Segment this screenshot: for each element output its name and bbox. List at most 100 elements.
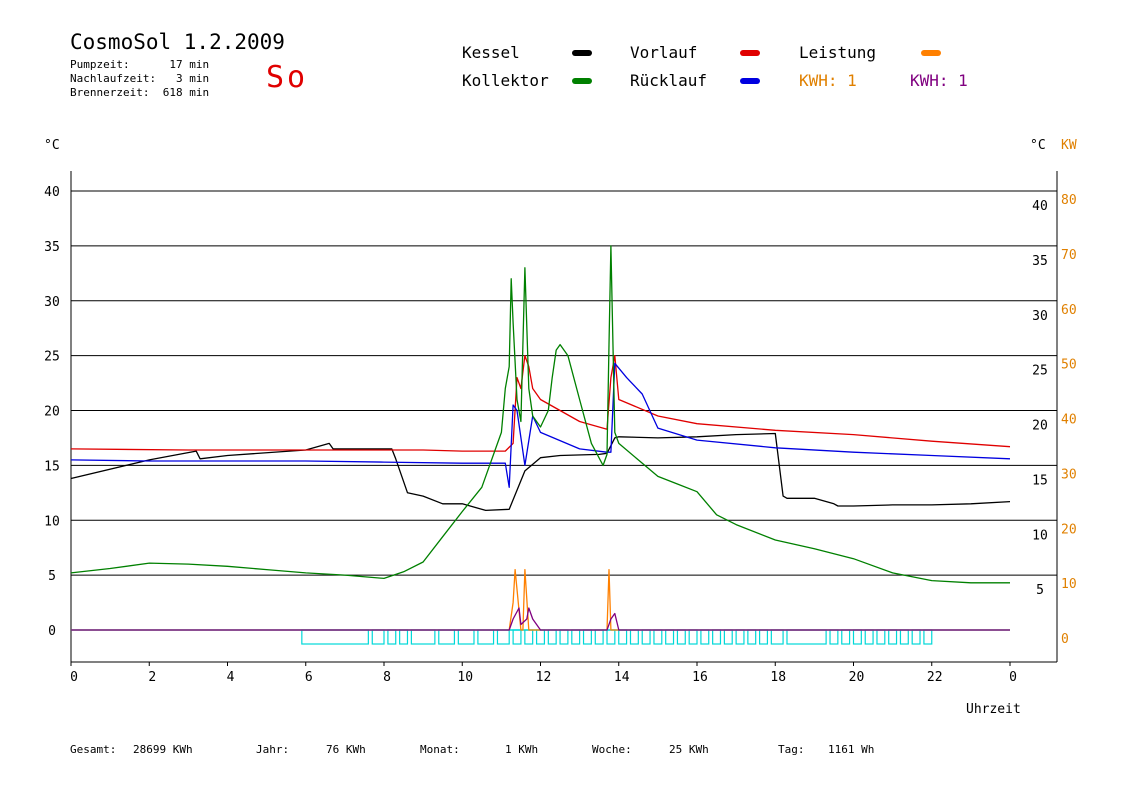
pump-pulse: [841, 629, 851, 645]
pump-pulse: [512, 629, 522, 645]
pump-pulse: [477, 629, 495, 645]
pump-pulse: [723, 629, 733, 645]
y-right-tick-label: 40: [1032, 199, 1048, 214]
pump-pulse: [700, 629, 710, 645]
weekday-label: So: [266, 60, 309, 95]
legend-vorlauf-label: Vorlauf: [630, 43, 698, 62]
legend-leistung-label: Leistung: [799, 43, 877, 62]
info-value: 618 min: [162, 86, 210, 99]
pump-pulse: [852, 629, 862, 645]
x-tick-label: 6: [305, 670, 313, 685]
y-tick-label: 20: [44, 405, 60, 420]
pump-pulse: [770, 629, 784, 645]
y-right-tick-label: 25: [1032, 364, 1048, 379]
info-nachlaufzeit: Nachlaufzeit: 3 min: [70, 72, 209, 85]
series-line-leistung: [71, 568, 1010, 631]
y2-tick-label: 10: [1061, 577, 1077, 592]
pump-pulse: [496, 629, 510, 645]
right-axis-unit-kw: KW: [1061, 138, 1077, 153]
x-tick-label: 12: [536, 670, 552, 685]
app-title: CosmoSol 1.2.2009: [70, 30, 285, 54]
pump-pulse: [786, 629, 827, 645]
x-tick-label: 0: [70, 670, 78, 685]
x-tick-label: 8: [383, 670, 391, 685]
pump-pulse: [899, 629, 909, 645]
pump-pulse: [641, 629, 651, 645]
x-axis-title: Uhrzeit: [966, 702, 1021, 717]
legend-vorlauf-swatch: [740, 50, 760, 56]
pump-pulse: [582, 629, 592, 645]
x-tick-label: 22: [927, 670, 943, 685]
footer-jahr-label: Jahr:: [256, 743, 290, 756]
y-right-tick-label: 35: [1032, 254, 1048, 269]
y-tick-label: 35: [44, 240, 60, 255]
y2-tick-label: 0: [1061, 632, 1069, 647]
y-right-tick-label: 30: [1032, 309, 1048, 324]
series-line-vorlauf: [70, 354, 1011, 452]
pump-pulse: [688, 629, 698, 645]
x-tick-label: 16: [692, 670, 708, 685]
legend-ruecklauf-swatch: [740, 78, 760, 84]
pump-pulse: [438, 629, 456, 645]
info-label: Pumpzeit:: [70, 58, 130, 71]
y-tick-label: 25: [44, 350, 60, 365]
info-value: 3 min: [175, 72, 210, 85]
pump-pulse: [410, 629, 436, 645]
legend-kwh2: KWH: 1: [910, 71, 968, 90]
pump-pulse: [559, 629, 569, 645]
pump-pulse: [606, 629, 616, 645]
y2-tick-label: 60: [1061, 303, 1077, 318]
footer-tag-label: Tag:: [778, 743, 805, 756]
legend-leistung-swatch: [921, 50, 941, 56]
footer-woche-label: Woche:: [592, 743, 632, 756]
series-line-r-cklauf: [70, 362, 1011, 488]
right-axis-unit-c: °C: [1030, 138, 1046, 153]
footer-tag-value: 1161 Wh: [828, 743, 875, 756]
legend-kwh1: KWH: 1: [799, 71, 857, 90]
footer-monat-label: Monat:: [420, 743, 460, 756]
x-tick-label: 10: [457, 670, 473, 685]
pump-pulse: [712, 629, 722, 645]
pump-pulse: [535, 629, 546, 645]
pump-pulse: [735, 629, 745, 645]
info-value: 17 min: [169, 58, 210, 71]
pump-pulse: [876, 629, 886, 645]
pump-pulse: [399, 629, 409, 645]
pump-pulse: [747, 629, 757, 645]
x-tick-label: 4: [227, 670, 235, 685]
y2-tick-label: 50: [1061, 358, 1077, 373]
pump-pulse: [829, 629, 839, 645]
y-tick-label: 10: [44, 514, 60, 529]
pump-pulse: [301, 629, 369, 645]
y-tick-label: 15: [44, 459, 60, 474]
y-right-tick-label: 10: [1032, 528, 1048, 543]
pump-pulse: [571, 629, 581, 645]
pump-pulse: [371, 629, 385, 645]
y-right-tick-label: 15: [1032, 473, 1048, 488]
pump-pulse: [676, 629, 686, 645]
pump-pulse: [923, 629, 933, 645]
pump-pulse: [387, 629, 397, 645]
pump-pulse: [665, 629, 675, 645]
y-tick-label: 40: [44, 185, 60, 200]
series-line-kollektor: [70, 245, 1010, 584]
info-label: Brennerzeit:: [70, 86, 150, 99]
footer-gesamt-value: 28699 KWh: [133, 743, 193, 756]
y2-tick-label: 30: [1061, 467, 1077, 482]
legend-kollektor-swatch: [572, 78, 592, 84]
x-tick-label: 14: [614, 670, 630, 685]
footer-monat-value: 1 KWh: [505, 743, 539, 756]
legend-kollektor-label: Kollektor: [462, 71, 549, 90]
info-brennerzeit: Brennerzeit: 618 min: [70, 86, 209, 99]
y-tick-label: 30: [44, 295, 60, 310]
pump-pulse: [888, 629, 898, 645]
footer-jahr-value: 76 KWh: [326, 743, 366, 756]
info-pumpzeit: Pumpzeit: 17 min: [70, 58, 209, 71]
y-tick-label: 0: [48, 624, 56, 639]
pump-pulse: [618, 629, 628, 645]
pump-pulse: [864, 629, 874, 645]
y2-tick-label: 80: [1061, 193, 1077, 208]
y-right-tick-label: 5: [1036, 583, 1044, 598]
legend-kessel-swatch: [572, 50, 592, 56]
pump-pulse: [629, 629, 639, 645]
